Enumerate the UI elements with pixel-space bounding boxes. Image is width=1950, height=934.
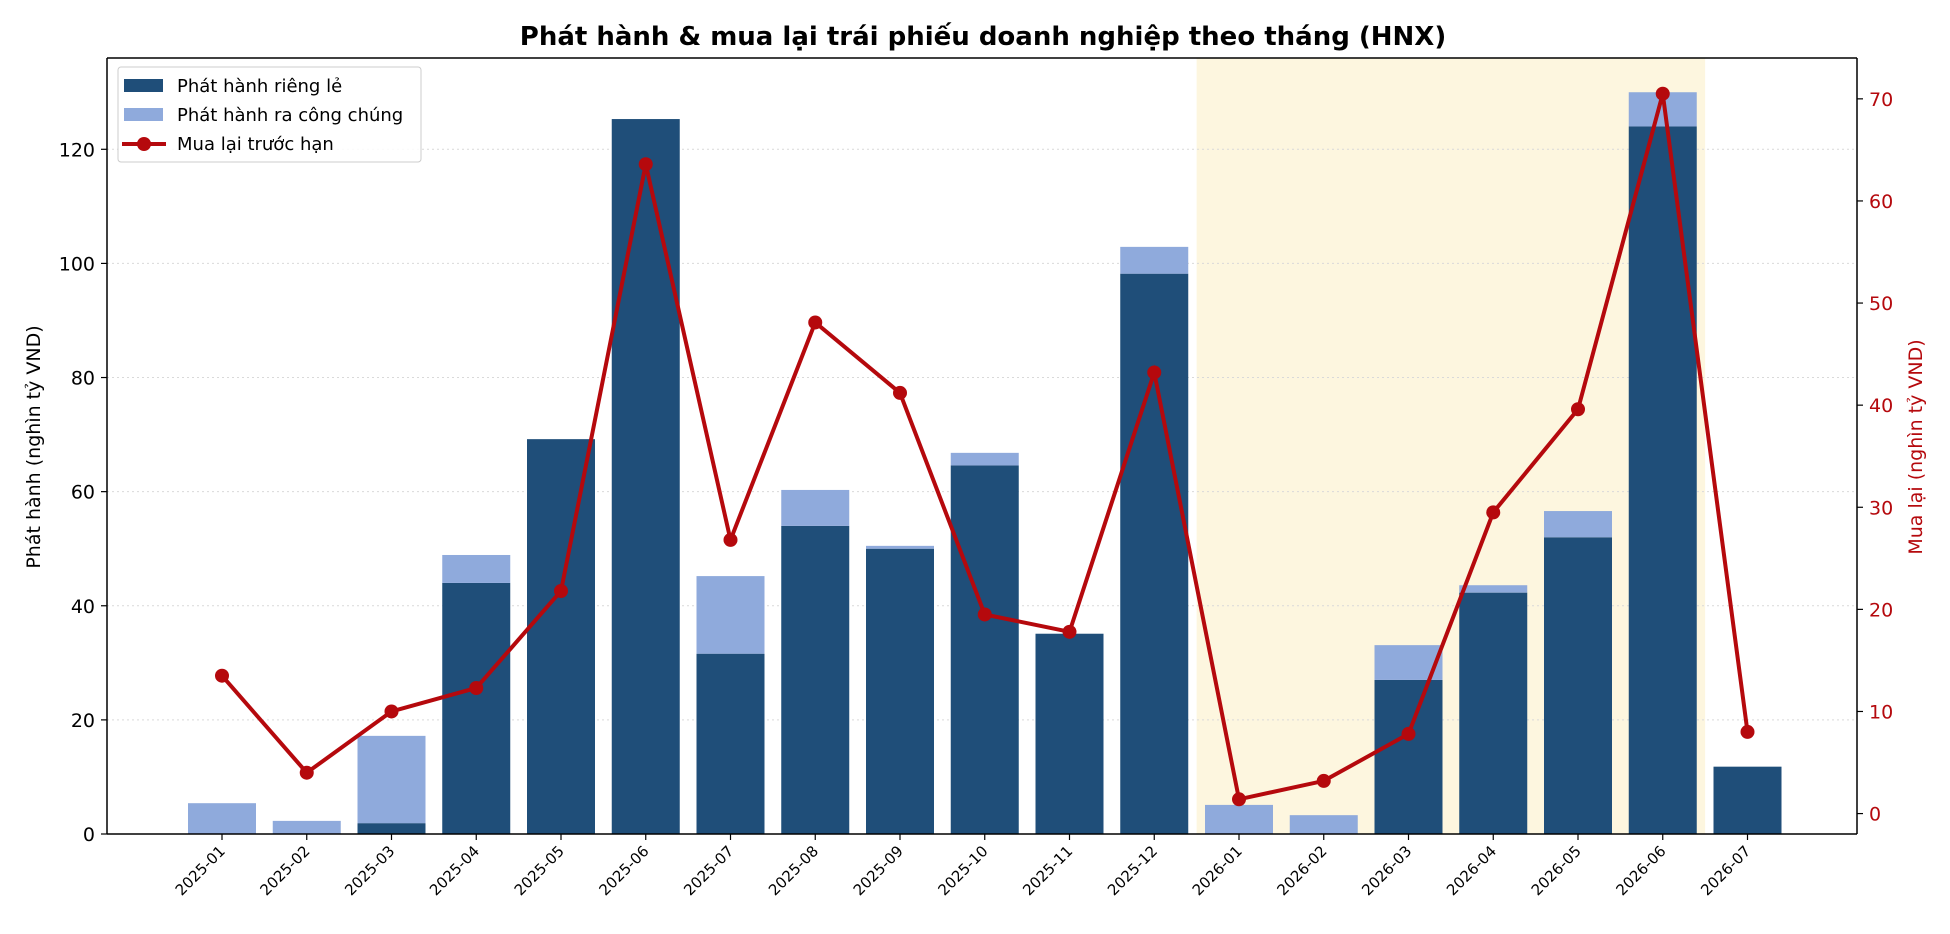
x-tick-label: 2025-01 [172,842,229,899]
y-axis-right-label: Mua lại (nghìn tỷ VND) [1905,339,1927,554]
legend: Phát hành riêng lẻ Phát hành ra công chú… [117,66,422,163]
x-tick-label: 2025-08 [765,842,822,899]
x-tick-label: 2026-07 [1697,842,1754,899]
redemption-point-2025-11 [1062,624,1077,639]
redemption-point-2025-10 [977,607,992,622]
legend-swatch-public [124,108,163,121]
x-tick-label: 2026-06 [1613,842,1670,899]
legend-label-private: Phát hành riêng lẻ [177,76,342,97]
y-left-tick-label: 0 [83,824,95,846]
redemption-point-2025-01 [215,668,229,683]
redemption-point-2025-04 [469,680,484,695]
redemption-point-2026-02 [1316,773,1331,788]
redemption-point-2026-07 [1740,724,1755,739]
bar-private-2026-06 [1628,126,1697,835]
x-tick-label: 2025-07 [680,842,737,899]
redemption-point-2026-01 [1232,792,1246,807]
redemption-point-2025-08 [808,315,823,330]
line-series-group [215,86,1755,807]
highlight-region [1196,58,1706,834]
bar-private-2025-09 [866,548,934,834]
bar-private-2025-04 [442,582,511,834]
y-right-tick-label: 40 [1869,395,1893,417]
legend-label-public: Phát hành ra công chúng [177,105,403,126]
x-tick-label: 2026-02 [1274,842,1331,899]
redemption-point-2025-12 [1147,365,1162,380]
y-left-tick-label: 40 [71,596,95,618]
y-left-tick-label: 80 [71,368,95,390]
x-tick-label: 2025-05 [511,842,568,899]
bar-public-2026-02 [1289,815,1358,834]
redemption-point-2026-05 [1571,402,1585,417]
legend-label-redemption: Mua lại trước hạn [177,134,334,155]
bar-public-2026-04 [1459,585,1528,593]
y-left-tick-label: 60 [71,482,95,504]
redemption-point-2025-07 [723,532,738,547]
x-tick-label: 2026-03 [1358,842,1415,899]
redemption-point-2025-06 [638,157,653,172]
redemption-point-2025-03 [384,704,399,719]
x-tick-label: 2025-11 [1019,842,1076,899]
y-right-tick-label: 20 [1869,599,1893,621]
bar-private-2026-05 [1544,537,1612,834]
y-right-tick-label: 50 [1869,293,1893,315]
legend-line-marker [137,137,151,151]
x-tick-label: 2026-01 [1189,842,1246,899]
x-tick-label: 2025-02 [257,842,314,899]
chart-title: Phát hành & mua lại trái phiếu doanh ngh… [520,21,1446,52]
y-left-tick-label: 120 [59,139,95,161]
redemption-point-2025-02 [299,765,314,780]
bar-public-2025-08 [781,489,850,526]
x-tick-label: 2025-03 [341,842,398,899]
y-right-tick-label: 0 [1869,804,1881,826]
bar-private-2026-07 [1713,766,1782,834]
bar-private-2025-10 [950,465,1019,834]
redemption-point-2025-09 [893,385,907,400]
redemption-point-2026-04 [1486,505,1501,520]
y-axis-left-label: Phát hành (nghìn tỷ VND) [23,325,45,568]
bar-private-2025-05 [527,439,595,834]
bar-private-2025-08 [781,525,850,834]
bars-group [188,92,1782,835]
bar-private-2026-04 [1459,592,1528,834]
redemption-point-2026-03 [1401,726,1416,741]
bar-public-2025-07 [696,576,765,654]
highlight-region-group [1196,58,1706,834]
x-tick-label: 2025-12 [1104,842,1161,899]
bar-public-2025-12 [1120,246,1189,274]
y-left-tick-label: 100 [59,253,95,275]
x-tick-label: 2026-05 [1528,842,1585,899]
bar-private-2026-03 [1374,679,1443,834]
x-tick-label: 2025-10 [935,842,992,899]
y-right-tick-label: 30 [1869,497,1893,519]
bar-public-2025-10 [950,452,1019,466]
x-tick-label: 2025-06 [596,842,653,899]
legend-frame [117,66,422,163]
bar-private-2025-12 [1120,273,1189,834]
y-right-tick-label: 60 [1869,191,1893,213]
bar-public-2025-04 [442,554,511,583]
bar-private-2025-06 [611,119,680,835]
bar-public-2025-09 [866,545,934,549]
y-right-tick-label: 10 [1869,701,1893,723]
x-tick-label: 2025-04 [426,842,483,899]
bar-public-2026-01 [1205,804,1273,834]
y-left-tick-label: 20 [71,710,95,732]
redemption-point-2025-05 [554,583,568,598]
bar-public-2025-01 [188,803,256,834]
bar-public-2026-05 [1544,511,1612,538]
redemption-point-2026-06 [1655,86,1670,101]
x-tick-label: 2026-04 [1443,842,1500,899]
x-tick-label: 2025-09 [850,842,907,899]
bar-private-2025-11 [1035,633,1104,834]
bar-private-2025-07 [696,653,765,834]
bar-private-2025-03 [357,823,426,834]
bar-public-2025-02 [272,820,341,834]
legend-swatch-private [124,79,163,92]
bar-public-2025-03 [357,735,426,824]
y-right-tick-label: 70 [1869,89,1893,111]
